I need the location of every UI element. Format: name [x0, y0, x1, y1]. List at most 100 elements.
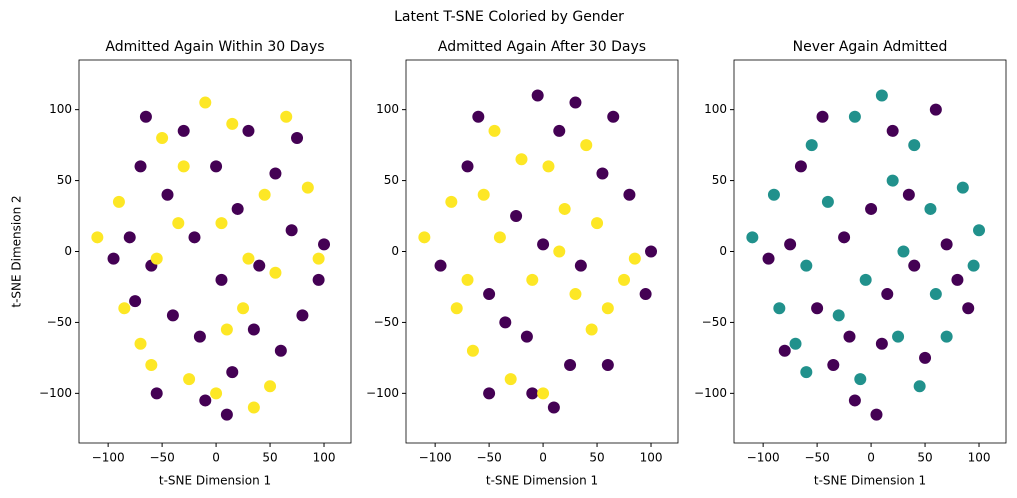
x-tick-label: 100	[968, 451, 991, 465]
point	[537, 387, 550, 400]
point	[264, 380, 277, 393]
point	[515, 153, 528, 166]
subplot: Admitted Again After 30 Days −100 −50 0 50 10…	[366, 39, 679, 488]
point	[913, 380, 926, 393]
x-axis-label: t-SNE Dimension 1	[159, 474, 271, 488]
point	[510, 210, 523, 223]
point	[177, 124, 190, 137]
y-tick-label: −100	[366, 386, 399, 400]
point	[134, 160, 147, 173]
point	[258, 188, 271, 201]
point	[226, 366, 239, 379]
point	[553, 245, 566, 258]
point	[210, 160, 223, 173]
x-tick-label: 50	[917, 451, 932, 465]
point	[537, 238, 550, 251]
point	[247, 323, 260, 336]
point	[183, 373, 196, 386]
point	[242, 252, 255, 265]
point	[220, 323, 233, 336]
point	[312, 252, 325, 265]
point	[881, 288, 894, 301]
x-tick-label: 50	[262, 451, 277, 465]
point	[596, 167, 609, 180]
point	[762, 252, 775, 265]
point	[607, 110, 620, 123]
point	[466, 344, 479, 357]
point	[472, 110, 485, 123]
point	[601, 302, 614, 315]
point	[767, 188, 780, 201]
point	[520, 330, 533, 343]
point	[967, 259, 980, 272]
point	[280, 110, 293, 123]
x-tick-label: −100	[419, 451, 452, 465]
point	[231, 202, 244, 215]
point	[848, 394, 861, 407]
point	[908, 139, 921, 152]
point	[318, 238, 331, 251]
point	[274, 344, 287, 357]
point	[145, 358, 158, 371]
point	[418, 231, 431, 244]
point	[962, 302, 975, 315]
point	[908, 259, 921, 272]
point	[542, 160, 555, 173]
point	[477, 188, 490, 201]
y-tick-label: 0	[64, 244, 72, 258]
point	[929, 103, 942, 116]
y-axis-label: t-SNE Dimension 2	[10, 195, 24, 307]
point	[794, 160, 807, 173]
point	[827, 358, 840, 371]
point	[445, 195, 458, 208]
point	[623, 188, 636, 201]
point	[553, 124, 566, 137]
point	[226, 117, 239, 130]
axes-frame	[405, 59, 679, 444]
point	[504, 373, 517, 386]
point	[585, 323, 598, 336]
point	[800, 259, 813, 272]
y-tick-label: 100	[49, 102, 72, 116]
point	[789, 337, 802, 350]
point	[269, 167, 282, 180]
point	[601, 358, 614, 371]
point	[91, 231, 104, 244]
point	[940, 238, 953, 251]
point	[897, 245, 910, 258]
point	[129, 295, 142, 308]
point	[199, 96, 212, 109]
axes-frame	[733, 59, 1007, 444]
point	[618, 273, 631, 286]
subplot-title: Admitted Again After 30 Days	[438, 39, 646, 55]
point	[156, 132, 169, 145]
point	[193, 330, 206, 343]
point	[929, 288, 942, 301]
point	[816, 110, 829, 123]
point	[580, 139, 593, 152]
subplot-title: Admitted Again Within 30 Days	[105, 39, 324, 55]
point	[166, 309, 179, 322]
point	[461, 160, 474, 173]
x-tick-label: −50	[804, 451, 829, 465]
point	[848, 110, 861, 123]
point	[199, 394, 212, 407]
point	[461, 273, 474, 286]
point	[220, 408, 233, 421]
point	[569, 288, 582, 301]
y-tick-label: 50	[712, 173, 727, 187]
point	[919, 351, 932, 364]
point	[296, 309, 309, 322]
point	[177, 160, 190, 173]
point	[645, 245, 658, 258]
x-tick-label: −100	[92, 451, 125, 465]
point	[832, 309, 845, 322]
x-tick-label: −50	[149, 451, 174, 465]
point	[639, 288, 652, 301]
point	[569, 96, 582, 109]
point	[838, 231, 851, 244]
point	[886, 174, 899, 187]
point	[854, 373, 867, 386]
point	[139, 110, 152, 123]
